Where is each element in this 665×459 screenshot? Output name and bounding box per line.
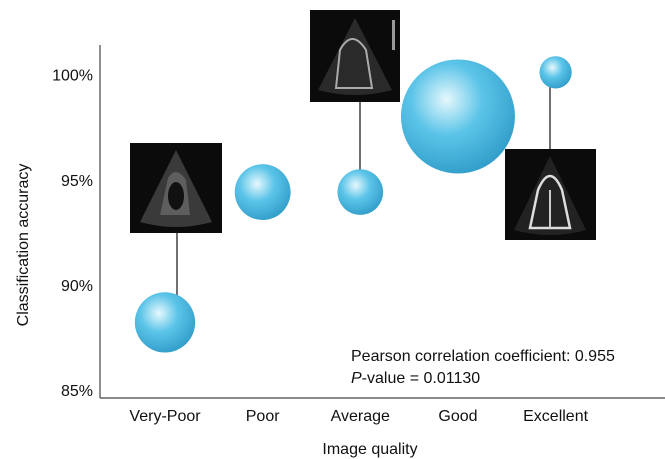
x-tick-label: Poor bbox=[246, 408, 280, 425]
echo-image bbox=[310, 10, 400, 102]
x-tick-label: Excellent bbox=[523, 408, 588, 425]
echo-image bbox=[505, 149, 596, 240]
bubble bbox=[539, 56, 572, 89]
echo-image bbox=[130, 143, 222, 233]
annotation: Pearson correlation coefficient: 0.955 bbox=[351, 348, 615, 365]
bubble bbox=[234, 164, 291, 221]
annotation: P-value = 0.01130 bbox=[351, 370, 480, 387]
bubble bbox=[134, 292, 196, 353]
annotation-italic: P bbox=[351, 370, 362, 387]
y-axis-label: Classification accuracy bbox=[15, 164, 32, 327]
y-tick-label: 85% bbox=[61, 383, 93, 400]
y-tick-label: 100% bbox=[52, 68, 93, 85]
y-tick-label: 95% bbox=[61, 173, 93, 190]
y-tick-label: 90% bbox=[61, 278, 93, 295]
x-tick-label: Average bbox=[331, 408, 390, 425]
annotation-text: -value = 0.01130 bbox=[362, 370, 481, 387]
x-tick-label: Good bbox=[438, 408, 477, 425]
bubble bbox=[400, 59, 515, 174]
x-tick-label: Very-Poor bbox=[129, 408, 201, 425]
bubble bbox=[337, 169, 384, 215]
x-axis-label: Image quality bbox=[322, 441, 417, 458]
